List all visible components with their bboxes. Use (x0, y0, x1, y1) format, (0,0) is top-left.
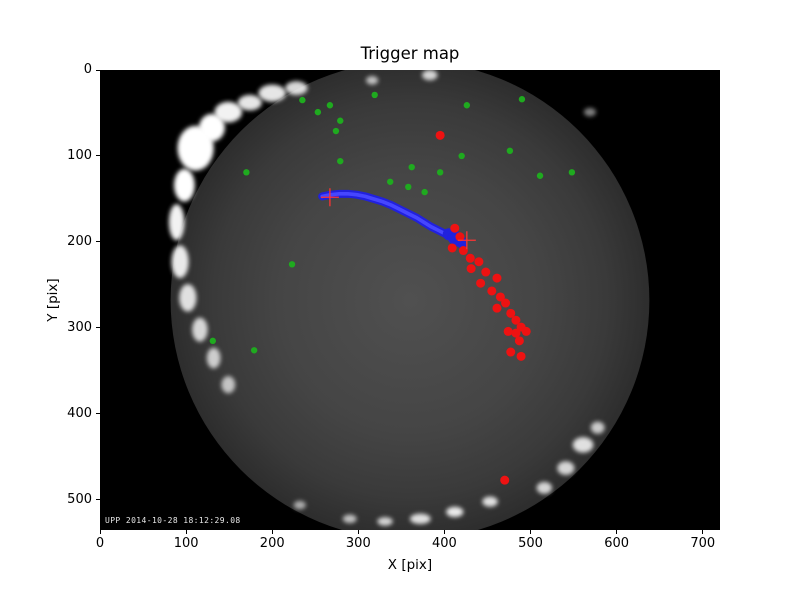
x-tick-label: 100 (173, 536, 199, 551)
x-tick-mark (616, 530, 618, 534)
x-tick-label: 200 (259, 536, 285, 551)
x-tick-label: 700 (690, 536, 716, 551)
x-tick-mark (443, 530, 445, 534)
x-tick-mark (271, 530, 273, 534)
star-positions-series (209, 91, 576, 354)
fisheye-sky-image (170, 70, 650, 530)
y-tick-mark (96, 413, 100, 415)
x-tick-mark (530, 530, 532, 534)
y-tick-mark (96, 499, 100, 501)
cloud-blobs (168, 70, 605, 526)
trigger-detections-series (435, 130, 531, 485)
y-tick-label: 300 (67, 319, 92, 335)
x-tick-label: 500 (518, 536, 543, 551)
sky-camera-plot (100, 70, 720, 530)
plot-area: UPP 2014-10-28 18:12:29.08 (100, 70, 720, 530)
y-tick-mark (96, 241, 100, 243)
x-tick-label: 300 (345, 536, 371, 551)
y-tick-label: 500 (67, 491, 92, 507)
x-tick-label: 0 (95, 536, 105, 551)
chart-title: Trigger map (360, 44, 460, 63)
y-tick-mark (96, 327, 100, 329)
y-axis-label: Y [pix] (45, 278, 61, 322)
x-tick-mark (357, 530, 359, 534)
y-tick-mark (96, 69, 100, 71)
x-tick-label: 600 (604, 536, 630, 551)
x-tick-mark (702, 530, 704, 534)
y-tick-label: 100 (67, 147, 92, 163)
y-tick-label: 0 (83, 62, 92, 77)
x-tick-label: 400 (432, 536, 457, 551)
x-axis-label: X [pix] (387, 557, 433, 573)
track-endpoints-series (320, 188, 476, 250)
x-tick-mark (99, 530, 101, 534)
y-tick-mark (96, 155, 100, 157)
y-tick-label: 200 (67, 233, 92, 249)
camera-timestamp-overlay: UPP 2014-10-28 18:12:29.08 (105, 516, 241, 525)
x-tick-mark (185, 530, 187, 534)
y-tick-label: 400 (67, 405, 92, 421)
